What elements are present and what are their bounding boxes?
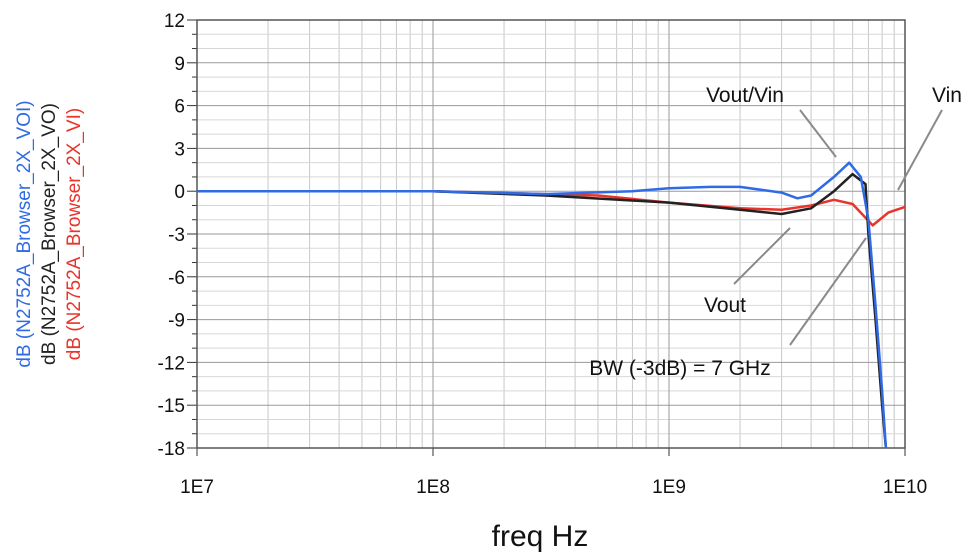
annotation-leader <box>799 109 837 158</box>
annotation-leader <box>733 227 791 285</box>
y-tick-label: 12 <box>164 11 185 32</box>
y-axis-label: dB (N2752A_Browser_2X_VI) <box>64 108 85 360</box>
y-tick-label: -12 <box>158 353 185 374</box>
annotation-leader <box>789 237 867 346</box>
plot-frame <box>196 19 906 449</box>
y-tick-label: 3 <box>174 139 185 160</box>
annotation: Vout <box>704 294 746 317</box>
x-tick-label: 1E7 <box>180 477 214 498</box>
series-line <box>197 189 905 227</box>
y-tick-label: -9 <box>168 311 185 332</box>
y-tick-label: 6 <box>174 97 185 118</box>
x-tick-label: 1E10 <box>883 477 927 498</box>
y-tick-label: 0 <box>174 182 185 203</box>
y-tick-label: -6 <box>168 268 185 289</box>
y-tick-label: -18 <box>158 439 185 460</box>
y-tick-label: 9 <box>174 54 185 75</box>
annotation: Vout/Vin <box>706 84 784 107</box>
x-tick-label: 1E8 <box>416 477 450 498</box>
y-tick-label: -3 <box>168 225 185 246</box>
y-axis-label: dB (N2752A_Browser_2X_VO) <box>39 103 60 365</box>
annotation: BW (-3dB) = 7 GHz <box>589 357 770 380</box>
annotation: Vin <box>932 84 962 107</box>
y-tick-label: -15 <box>158 396 185 417</box>
series-line <box>197 161 888 449</box>
y-axis-label: dB (N2752A_Browser_2X_VOI) <box>14 100 35 367</box>
x-tick-label: 1E9 <box>652 477 686 498</box>
annotation-leader <box>897 109 943 191</box>
x-axis-label: freq Hz <box>492 520 589 553</box>
